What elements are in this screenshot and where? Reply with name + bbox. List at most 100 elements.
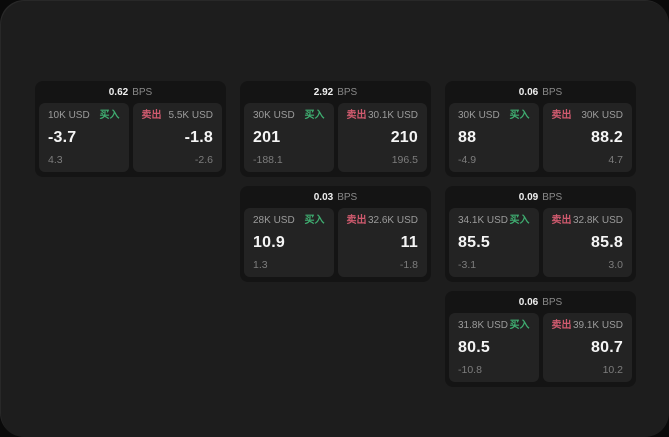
sell-side-label: 卖出 bbox=[346, 215, 367, 226]
sell-side-label: 卖出 bbox=[551, 215, 572, 226]
sell-amount: 32.8K USD bbox=[572, 215, 623, 226]
bps-unit-label: BPS bbox=[542, 86, 563, 98]
panels-row: 30K USD 买入 201 -188.1 卖出 30.1K USD 210 1… bbox=[244, 103, 427, 172]
sell-panel-header: 卖出 30K USD bbox=[552, 110, 624, 122]
sell-amount: 39.1K USD bbox=[572, 320, 623, 331]
bps-header: 0.06 BPS bbox=[445, 291, 636, 313]
panels-row: 31.8K USD 买入 80.5 -10.8 卖出 39.1K USD 80.… bbox=[449, 313, 632, 382]
buy-price: 85.5 bbox=[458, 234, 490, 251]
panels-row: 10K USD 买入 -3.7 4.3 卖出 5.5K USD -1.8 -2.… bbox=[39, 103, 222, 172]
sell-side-label: 卖出 bbox=[551, 110, 572, 121]
buy-delta: -10.8 bbox=[458, 364, 482, 376]
bps-header: 0.06 BPS bbox=[445, 81, 636, 103]
sell-delta: 196.5 bbox=[391, 154, 418, 166]
sell-side-label: 卖出 bbox=[141, 110, 162, 121]
buy-delta: -3.1 bbox=[458, 259, 477, 271]
sell-panel-header: 卖出 39.1K USD bbox=[552, 320, 624, 332]
buy-side-label: 买入 bbox=[304, 110, 325, 121]
sell-panel[interactable]: 卖出 30.1K USD 210 196.5 bbox=[337, 103, 427, 172]
buy-side-label: 买入 bbox=[509, 320, 530, 331]
sell-price: 85.8 bbox=[591, 234, 623, 251]
sell-delta: 3.0 bbox=[608, 259, 623, 271]
bps-value: 0.09 bbox=[518, 191, 539, 203]
buy-panel[interactable]: 10K USD 买入 -3.7 4.3 bbox=[39, 103, 129, 172]
quote-card: 0.06 BPS 30K USD 买入 88 -4.9 卖出 30K USD 8… bbox=[445, 81, 636, 177]
sell-panel[interactable]: 卖出 30K USD 88.2 4.7 bbox=[542, 103, 632, 172]
buy-panel[interactable]: 28K USD 买入 10.9 1.3 bbox=[244, 208, 334, 277]
quote-card: 0.09 BPS 34.1K USD 买入 85.5 -3.1 卖出 32.8K… bbox=[445, 186, 636, 282]
bps-unit-label: BPS bbox=[337, 86, 358, 98]
quote-card: 2.92 BPS 30K USD 买入 201 -188.1 卖出 30.1K … bbox=[240, 81, 431, 177]
buy-side-label: 买入 bbox=[304, 215, 325, 226]
sell-delta: -1.8 bbox=[399, 259, 418, 271]
buy-side-label: 买入 bbox=[99, 110, 120, 121]
sell-amount: 30.1K USD bbox=[367, 110, 418, 121]
sell-price: 210 bbox=[390, 129, 418, 146]
sell-panel-header: 卖出 32.8K USD bbox=[552, 215, 624, 227]
buy-panel-header: 34.1K USD 买入 bbox=[458, 215, 530, 227]
bps-header: 2.92 BPS bbox=[240, 81, 431, 103]
bps-unit-label: BPS bbox=[542, 296, 563, 308]
bps-unit-label: BPS bbox=[337, 191, 358, 203]
panels-row: 30K USD 买入 88 -4.9 卖出 30K USD 88.2 4.7 bbox=[449, 103, 632, 172]
buy-amount: 31.8K USD bbox=[458, 320, 509, 331]
panels-row: 34.1K USD 买入 85.5 -3.1 卖出 32.8K USD 85.8… bbox=[449, 208, 632, 277]
buy-panel[interactable]: 30K USD 买入 201 -188.1 bbox=[244, 103, 334, 172]
bps-header: 0.03 BPS bbox=[240, 186, 431, 208]
sell-side-label: 卖出 bbox=[551, 320, 572, 331]
buy-price: 80.5 bbox=[458, 339, 490, 356]
bps-value: 0.06 bbox=[518, 296, 539, 308]
buy-price: 201 bbox=[253, 129, 281, 146]
sell-side-label: 卖出 bbox=[346, 110, 367, 121]
quote-grid: 0.62 BPS 10K USD 买入 -3.7 4.3 卖出 5.5K USD… bbox=[35, 81, 636, 387]
buy-panel-header: 30K USD 买入 bbox=[253, 110, 325, 122]
sell-delta: -2.6 bbox=[194, 154, 213, 166]
buy-delta: 1.3 bbox=[253, 259, 268, 271]
buy-delta: -4.9 bbox=[458, 154, 477, 166]
sell-panel-header: 卖出 32.6K USD bbox=[347, 215, 419, 227]
buy-panel-header: 10K USD 买入 bbox=[48, 110, 120, 122]
sell-panel[interactable]: 卖出 32.8K USD 85.8 3.0 bbox=[542, 208, 632, 277]
buy-side-label: 买入 bbox=[509, 110, 530, 121]
sell-delta: 4.7 bbox=[608, 154, 623, 166]
buy-amount: 30K USD bbox=[253, 110, 295, 121]
quote-card: 0.62 BPS 10K USD 买入 -3.7 4.3 卖出 5.5K USD… bbox=[35, 81, 226, 177]
panels-row: 28K USD 买入 10.9 1.3 卖出 32.6K USD 11 -1.8 bbox=[244, 208, 427, 277]
buy-panel-header: 28K USD 买入 bbox=[253, 215, 325, 227]
bps-value: 0.62 bbox=[108, 86, 129, 98]
sell-delta: 10.2 bbox=[602, 364, 623, 376]
buy-panel[interactable]: 31.8K USD 买入 80.5 -10.8 bbox=[449, 313, 539, 382]
sell-amount: 30K USD bbox=[581, 110, 623, 121]
buy-panel-header: 30K USD 买入 bbox=[458, 110, 530, 122]
buy-delta: 4.3 bbox=[48, 154, 63, 166]
buy-amount: 28K USD bbox=[253, 215, 295, 226]
buy-panel[interactable]: 30K USD 买入 88 -4.9 bbox=[449, 103, 539, 172]
buy-price: 88 bbox=[458, 129, 477, 146]
buy-price: -3.7 bbox=[48, 129, 77, 146]
sell-panel[interactable]: 卖出 39.1K USD 80.7 10.2 bbox=[542, 313, 632, 382]
sell-amount: 32.6K USD bbox=[367, 215, 418, 226]
sell-price: 80.7 bbox=[591, 339, 623, 356]
sell-panel-header: 卖出 5.5K USD bbox=[142, 110, 214, 122]
buy-panel-header: 31.8K USD 买入 bbox=[458, 320, 530, 332]
buy-delta: -188.1 bbox=[253, 154, 283, 166]
buy-price: 10.9 bbox=[253, 234, 285, 251]
sell-amount: 5.5K USD bbox=[168, 110, 213, 121]
sell-price: 11 bbox=[400, 234, 418, 251]
bps-value: 2.92 bbox=[313, 86, 334, 98]
bps-header: 0.62 BPS bbox=[35, 81, 226, 103]
bps-header: 0.09 BPS bbox=[445, 186, 636, 208]
sell-panel[interactable]: 卖出 32.6K USD 11 -1.8 bbox=[337, 208, 427, 277]
bps-value: 0.06 bbox=[518, 86, 539, 98]
quote-card: 0.03 BPS 28K USD 买入 10.9 1.3 卖出 32.6K US… bbox=[240, 186, 431, 282]
buy-amount: 34.1K USD bbox=[458, 215, 509, 226]
bps-value: 0.03 bbox=[313, 191, 334, 203]
buy-amount: 10K USD bbox=[48, 110, 90, 121]
buy-side-label: 买入 bbox=[509, 215, 530, 226]
sell-panel-header: 卖出 30.1K USD bbox=[347, 110, 419, 122]
sell-panel[interactable]: 卖出 5.5K USD -1.8 -2.6 bbox=[132, 103, 222, 172]
quote-card: 0.06 BPS 31.8K USD 买入 80.5 -10.8 卖出 39.1… bbox=[445, 291, 636, 387]
buy-panel[interactable]: 34.1K USD 买入 85.5 -3.1 bbox=[449, 208, 539, 277]
bps-unit-label: BPS bbox=[132, 86, 153, 98]
